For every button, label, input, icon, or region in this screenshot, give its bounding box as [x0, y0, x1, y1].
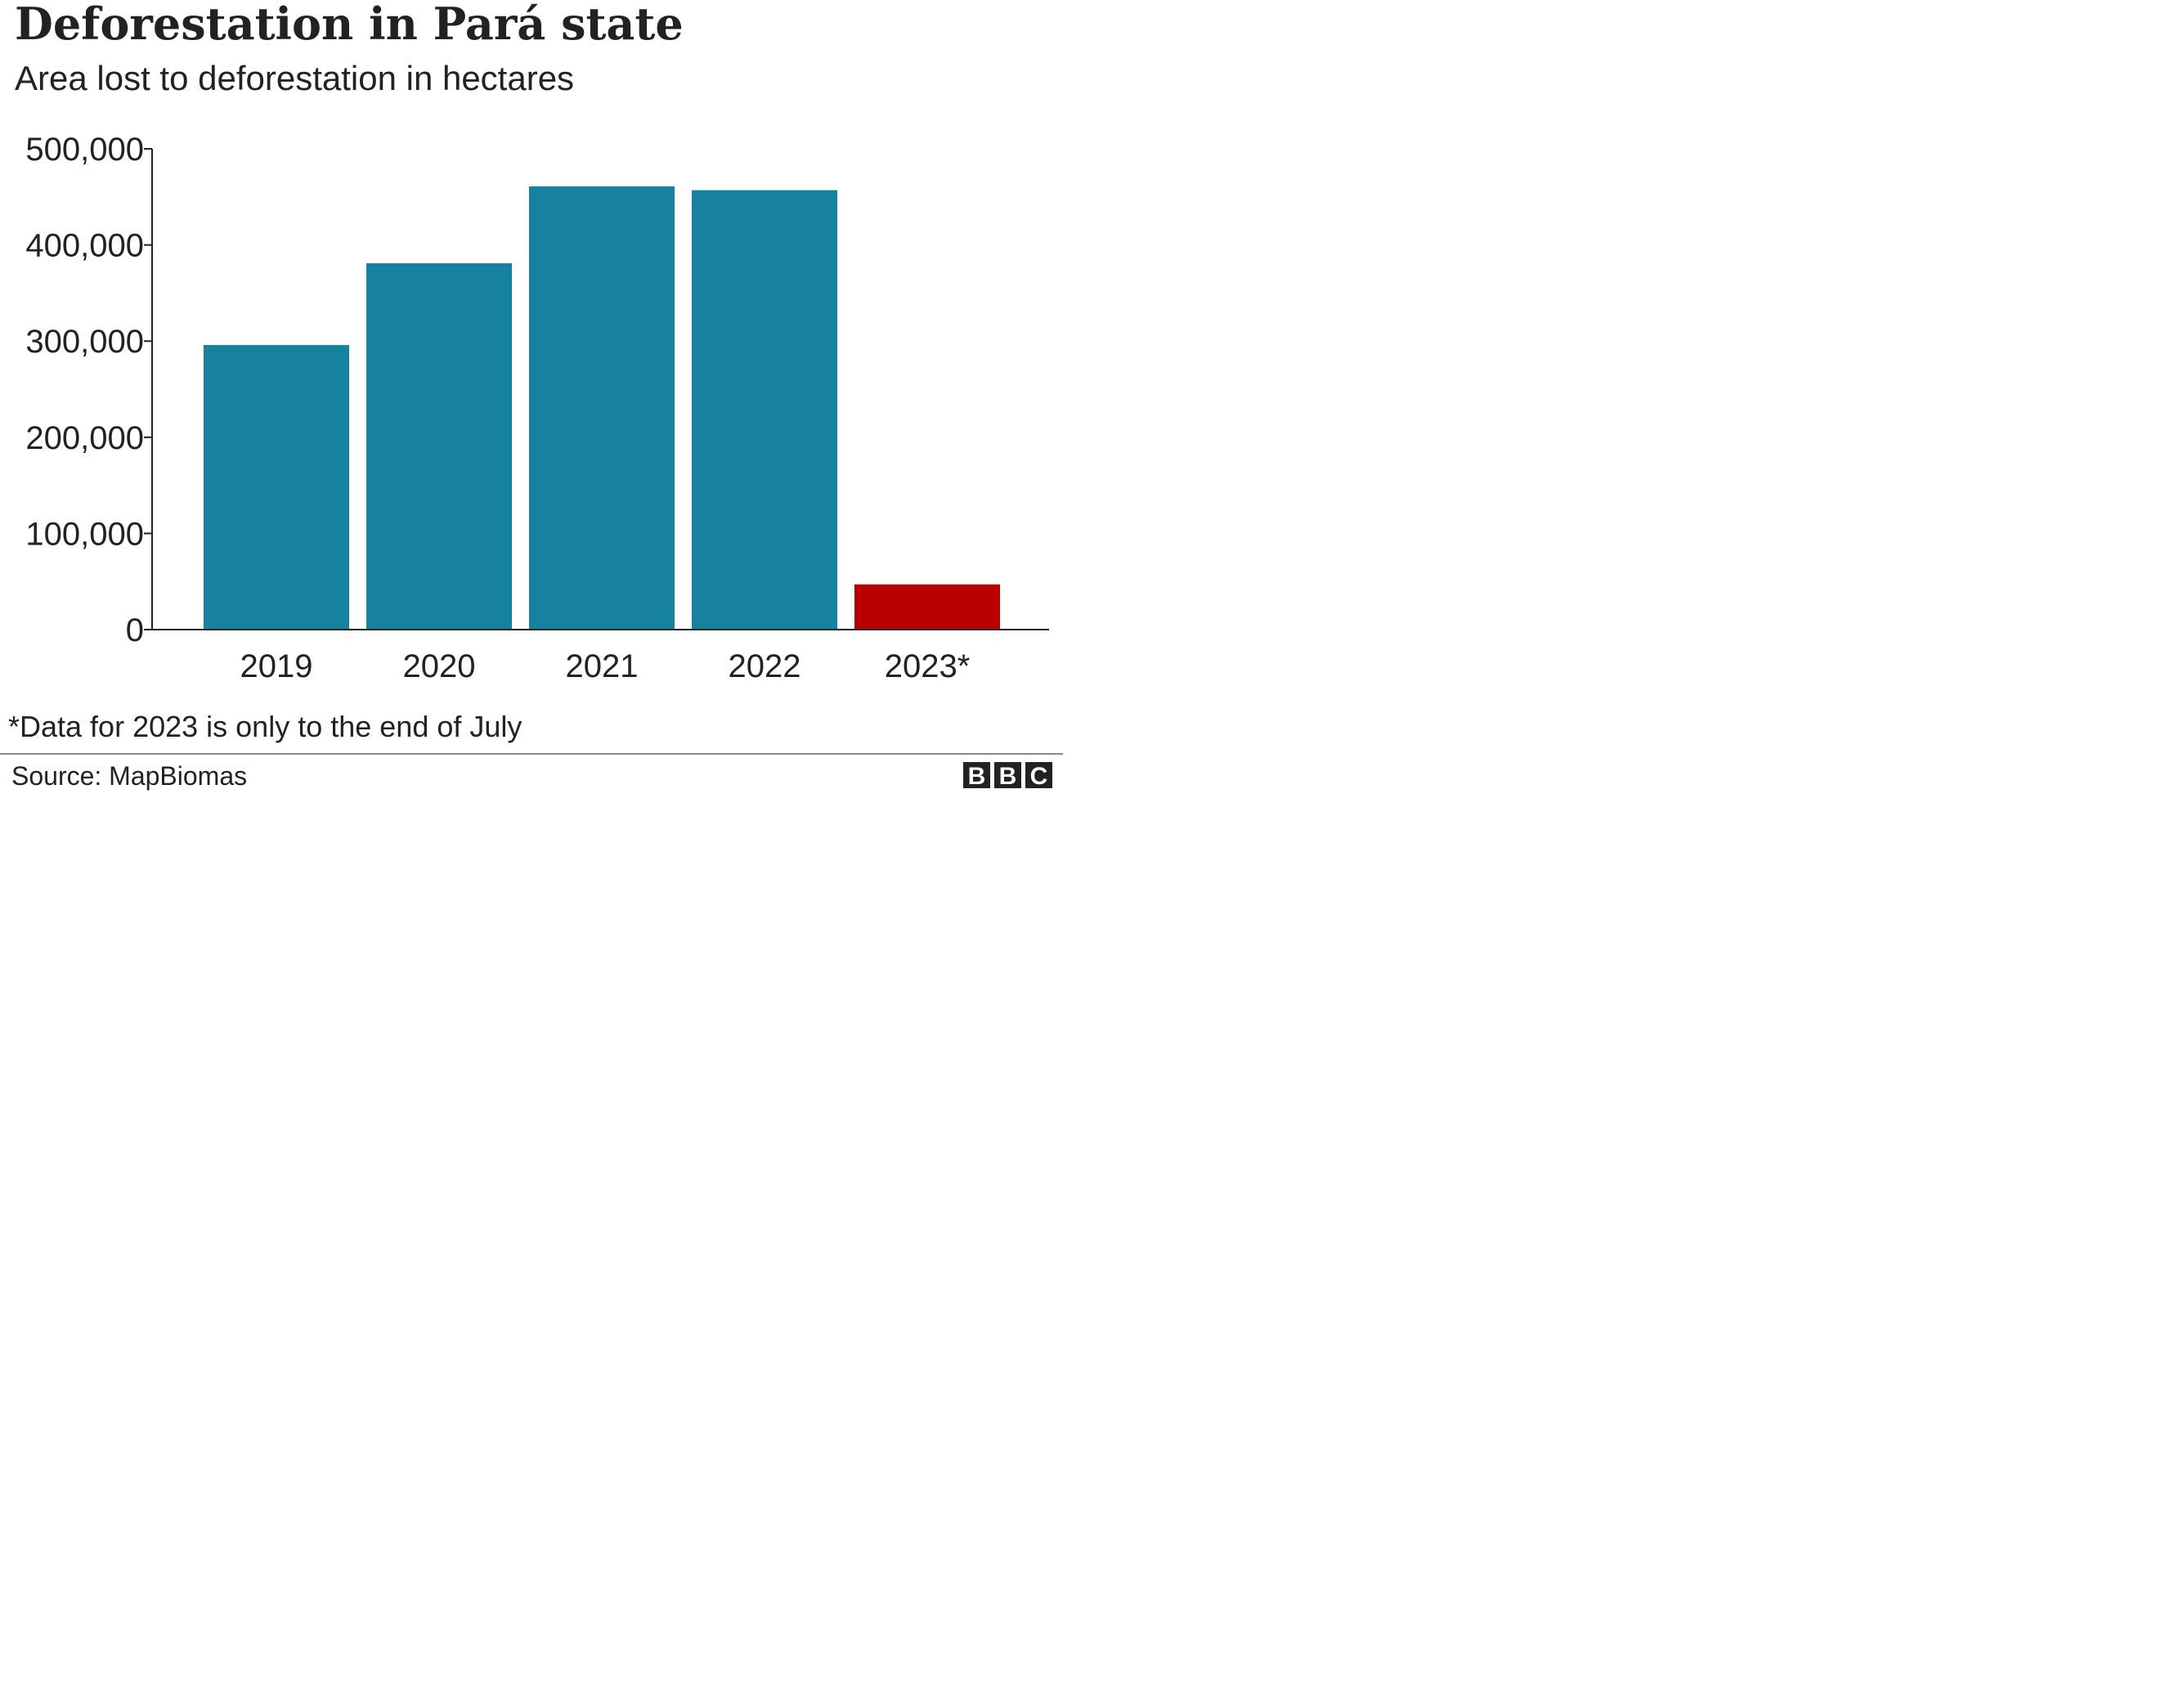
x-tick-label: 2023*	[885, 648, 971, 684]
x-axis-labels: 2019 2020 2021 2022 2023*	[240, 648, 971, 684]
y-tick-label: 0	[126, 612, 144, 648]
chart-subtitle: Area lost to deforestation in hectares	[15, 59, 574, 97]
chart-title: Deforestation in Pará state	[15, 0, 684, 50]
bbc-logo-letter: B	[968, 763, 986, 790]
x-tick-label: 2019	[240, 648, 313, 684]
y-tick-label: 400,000	[25, 228, 144, 264]
bbc-logo-block	[994, 762, 1021, 788]
x-tick-label: 2021	[566, 648, 639, 684]
y-axis-ticks: 0 100,000 200,000 300,000 400,000 500,000	[25, 132, 152, 648]
bar-2023	[854, 584, 1000, 630]
chart-source: Source: MapBiomas	[11, 761, 247, 791]
bar-chart: Deforestation in Pará state Area lost to…	[0, 0, 1063, 791]
chart-footnote: *Data for 2023 is only to the end of Jul…	[8, 710, 522, 743]
bar-2019	[204, 344, 349, 630]
bar-2022	[692, 190, 837, 630]
bbc-logo-block	[963, 762, 990, 788]
y-tick-label: 500,000	[25, 132, 144, 168]
bbc-logo-block	[1025, 762, 1052, 788]
y-tick-label: 200,000	[25, 420, 144, 456]
bar-2021	[529, 186, 675, 630]
y-tick-label: 100,000	[25, 516, 144, 552]
bbc-logo-letter: C	[1030, 763, 1048, 790]
bar-2020	[366, 262, 512, 630]
bbc-logo-letter: B	[999, 763, 1017, 790]
x-tick-label: 2022	[729, 648, 801, 684]
x-tick-label: 2020	[403, 648, 476, 684]
bars-group	[204, 186, 1000, 630]
chart-container: Deforestation in Pará state Area lost to…	[0, 0, 1063, 793]
y-tick-label: 300,000	[25, 324, 144, 360]
